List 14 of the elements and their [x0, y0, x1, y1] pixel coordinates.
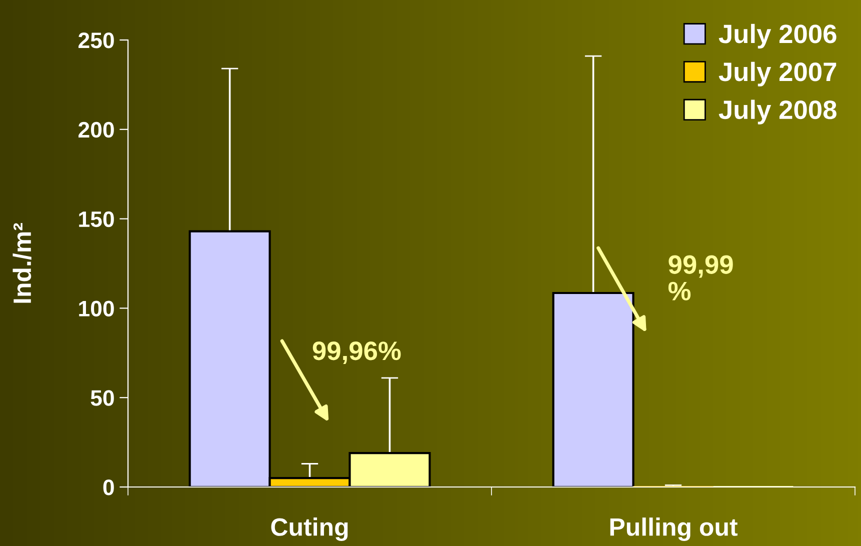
y-axis-title: Ind./m²: [12, 223, 32, 303]
y-tick-label: 250: [78, 32, 114, 48]
y-tick-label: 0: [103, 480, 114, 496]
legend-label: July 2007: [718, 62, 836, 86]
legend-label: July 2006: [718, 24, 836, 48]
x-tick-label: Cuting: [271, 518, 348, 541]
y-tick-label: 50: [90, 390, 114, 406]
y-tick-label: 100: [79, 300, 114, 316]
y-tick-label: 150: [79, 211, 114, 228]
y-tick-label: 200: [78, 122, 114, 138]
annotation: 99,96%: [312, 342, 401, 364]
legend-label: July 2008: [718, 100, 836, 124]
x-tick-label: Pulling out: [610, 518, 738, 541]
annotation: 99,99 %: [668, 255, 733, 300]
